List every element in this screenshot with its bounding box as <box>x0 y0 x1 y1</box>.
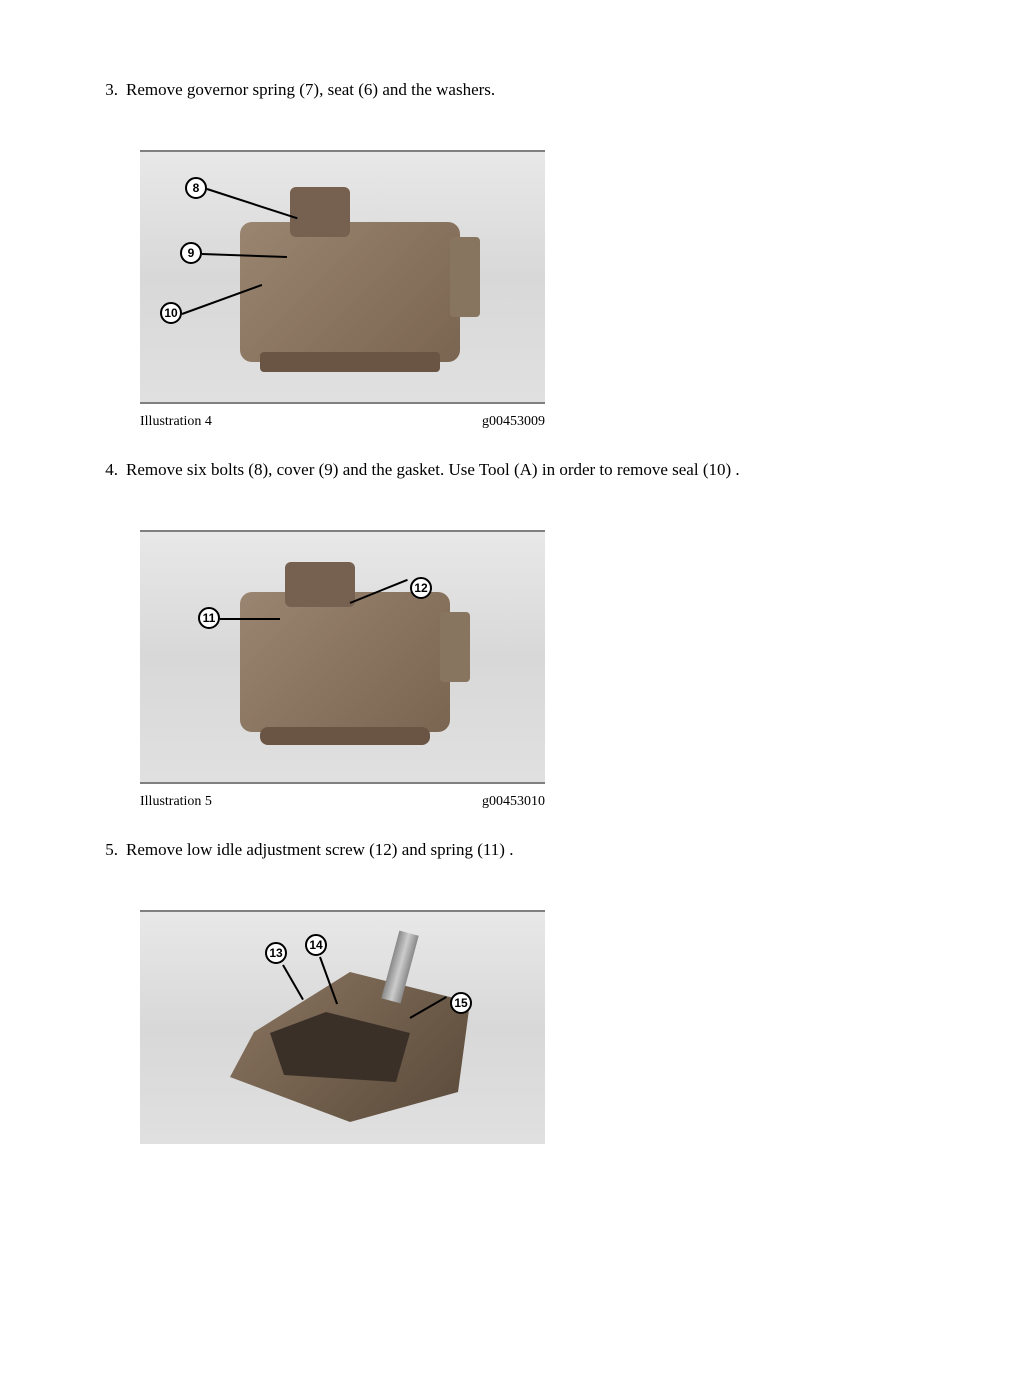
pump-body <box>240 222 460 362</box>
figure-4-caption: Illustration 4 g00453009 <box>140 404 545 430</box>
callout-11: 11 <box>198 607 220 629</box>
step-3-text: Remove governor spring (7), seat (6) and… <box>126 80 924 100</box>
pump-body <box>240 592 450 732</box>
figure-5-image: 11 12 <box>140 532 545 782</box>
callout-10: 10 <box>160 302 182 324</box>
pump-base <box>260 352 440 372</box>
figure-4-code: g00453009 <box>482 414 545 430</box>
pump-cylinder <box>440 612 470 682</box>
figure-5-caption: Illustration 5 g00453010 <box>140 784 545 810</box>
figure-5: 11 12 Illustration 5 g00453010 <box>140 530 545 810</box>
step-4-number: 4. <box>100 460 126 480</box>
figure-6: 13 14 15 <box>140 910 545 1144</box>
figure-6-image: 13 14 15 <box>140 912 545 1144</box>
callout-line <box>220 618 280 620</box>
callout-13: 13 <box>265 942 287 964</box>
figure-4: 8 9 10 Illustration 4 g00453009 <box>140 150 545 430</box>
figure-5-code: g00453010 <box>482 794 545 810</box>
pump-cylinder <box>450 237 480 317</box>
callout-line <box>207 188 298 219</box>
callout-8: 8 <box>185 177 207 199</box>
pump-base <box>260 727 430 745</box>
step-4: 4. Remove six bolts (8), cover (9) and t… <box>100 460 924 480</box>
figure-4-label: Illustration 4 <box>140 414 212 430</box>
callout-15: 15 <box>450 992 472 1014</box>
pump-top <box>290 187 350 237</box>
callout-line <box>282 965 304 1001</box>
callout-12: 12 <box>410 577 432 599</box>
step-3-number: 3. <box>100 80 126 100</box>
step-5-text: Remove low idle adjustment screw (12) an… <box>126 840 924 860</box>
step-3: 3. Remove governor spring (7), seat (6) … <box>100 80 924 100</box>
callout-14: 14 <box>305 934 327 956</box>
figure-5-label: Illustration 5 <box>140 794 212 810</box>
callout-9: 9 <box>180 242 202 264</box>
step-5: 5. Remove low idle adjustment screw (12)… <box>100 840 924 860</box>
figure-4-image: 8 9 10 <box>140 152 545 402</box>
pump-top <box>285 562 355 607</box>
step-5-number: 5. <box>100 840 126 860</box>
step-4-text: Remove six bolts (8), cover (9) and the … <box>126 460 924 480</box>
